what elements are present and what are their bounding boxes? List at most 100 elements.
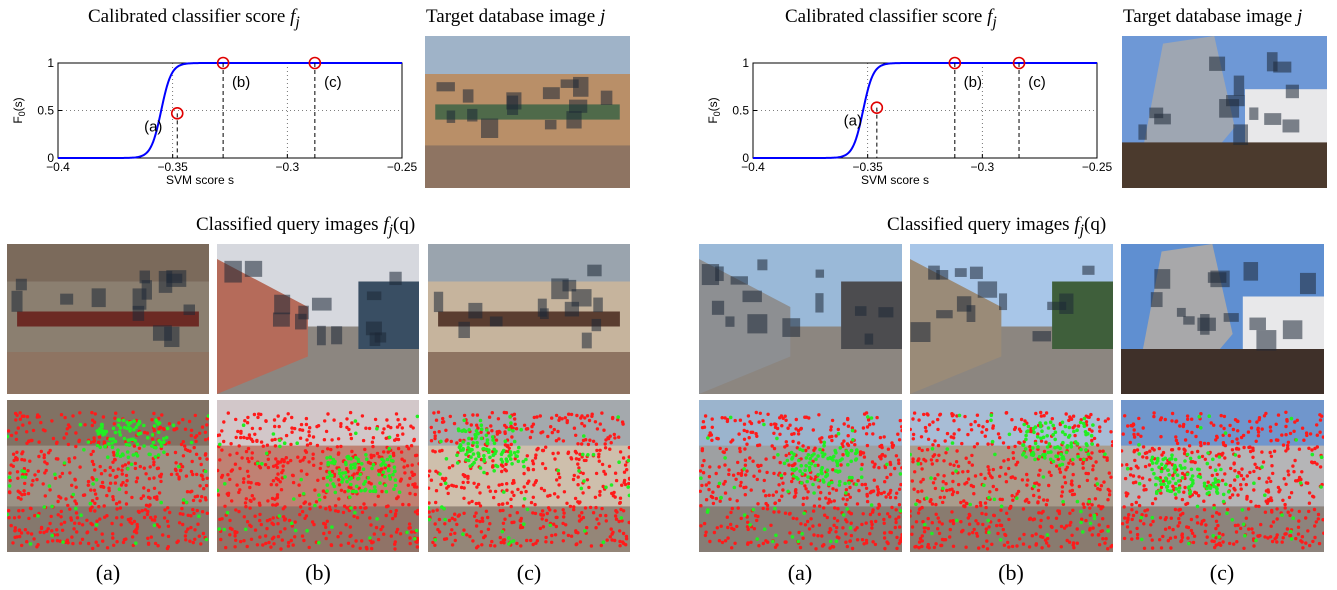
window (936, 270, 949, 280)
window (701, 264, 720, 286)
plot-title: Calibrated classifier score fj (785, 6, 997, 31)
marker-circle (308, 56, 322, 70)
window (1299, 272, 1316, 295)
window (369, 332, 381, 347)
window (560, 79, 579, 88)
window (183, 304, 195, 316)
photo-ground (910, 506, 1113, 552)
window (544, 119, 557, 130)
window (458, 321, 470, 339)
window (587, 264, 602, 277)
target-database-image (1122, 36, 1327, 188)
window (1082, 265, 1095, 275)
y-axis-label: F0(s) (11, 97, 27, 123)
window (1150, 292, 1163, 308)
x-tick-label: −0.35 (157, 160, 188, 174)
window (311, 297, 332, 311)
window (1059, 293, 1074, 314)
window (1243, 262, 1259, 281)
window (1264, 113, 1282, 125)
window (571, 289, 592, 307)
marker-label: (c) (324, 74, 342, 91)
green-feature-points (217, 414, 419, 545)
window (954, 268, 967, 277)
photo-ground (1121, 506, 1324, 552)
window (331, 326, 343, 345)
query-image-a (7, 244, 209, 394)
window (11, 290, 23, 312)
window (1209, 56, 1226, 71)
x-tick-label: −0.3 (275, 160, 299, 174)
marker-label: (b) (964, 74, 982, 91)
y-tick-label: 0.5 (37, 104, 54, 118)
window (141, 280, 152, 300)
x-tick-label: −0.4 (741, 160, 765, 174)
feature-image-a (699, 400, 902, 552)
window (854, 306, 867, 316)
green-feature-points (1125, 414, 1324, 546)
window (489, 316, 503, 327)
window (1223, 313, 1239, 322)
window (436, 82, 455, 92)
window (1266, 52, 1278, 72)
storefront (1122, 142, 1327, 188)
caption-c: (c) (1209, 560, 1235, 585)
window (224, 260, 242, 283)
window (600, 90, 613, 105)
x-tick-label: −0.25 (387, 160, 418, 174)
window (1249, 107, 1259, 120)
window (537, 298, 547, 317)
window (864, 333, 874, 345)
query-title: Classified query images fj(q) (887, 214, 1107, 239)
marker-circle (870, 101, 884, 114)
window (542, 87, 560, 100)
window (815, 293, 824, 313)
window (977, 281, 998, 298)
window (166, 273, 183, 284)
query-image-c (428, 244, 630, 394)
window (60, 293, 74, 305)
window (1273, 61, 1292, 73)
window (1138, 124, 1147, 140)
query-image-b (217, 244, 419, 394)
window (1176, 307, 1186, 317)
storefront (1121, 349, 1324, 394)
window (1149, 107, 1164, 119)
x-tick-label: −0.3 (970, 160, 994, 174)
window (132, 305, 145, 321)
window (1047, 301, 1067, 311)
x-tick-label: −0.35 (852, 160, 883, 174)
window (295, 313, 307, 330)
window (15, 278, 27, 291)
ground (425, 145, 630, 188)
building (699, 259, 791, 394)
window (591, 318, 602, 332)
calibration-plot: −0.4 −0.35 −0.3 −0.25 0 0.5 1 SVM score s F0(s) (… (706, 56, 1113, 187)
window (365, 321, 382, 336)
green-feature-points (7, 414, 209, 546)
window (878, 307, 894, 318)
window (433, 291, 444, 313)
marker-label: (b) (232, 74, 250, 91)
window (551, 278, 569, 300)
window (506, 92, 522, 110)
photo-ground (217, 506, 419, 552)
feature-image-a (7, 400, 209, 552)
green-feature-points (699, 415, 902, 544)
ground (7, 352, 209, 394)
awning (17, 311, 199, 327)
window (1032, 331, 1052, 342)
window (969, 266, 983, 280)
window (1282, 320, 1303, 340)
window (1285, 84, 1299, 99)
x-tick-label: −0.4 (46, 160, 70, 174)
red-feature-points (217, 410, 419, 551)
y-tick-label: 0.5 (732, 104, 749, 118)
ground (428, 352, 630, 394)
window (298, 305, 309, 320)
window (366, 291, 382, 301)
window (815, 269, 825, 278)
sigmoid-curve (58, 62, 402, 159)
window (928, 265, 940, 280)
awning (435, 104, 620, 120)
